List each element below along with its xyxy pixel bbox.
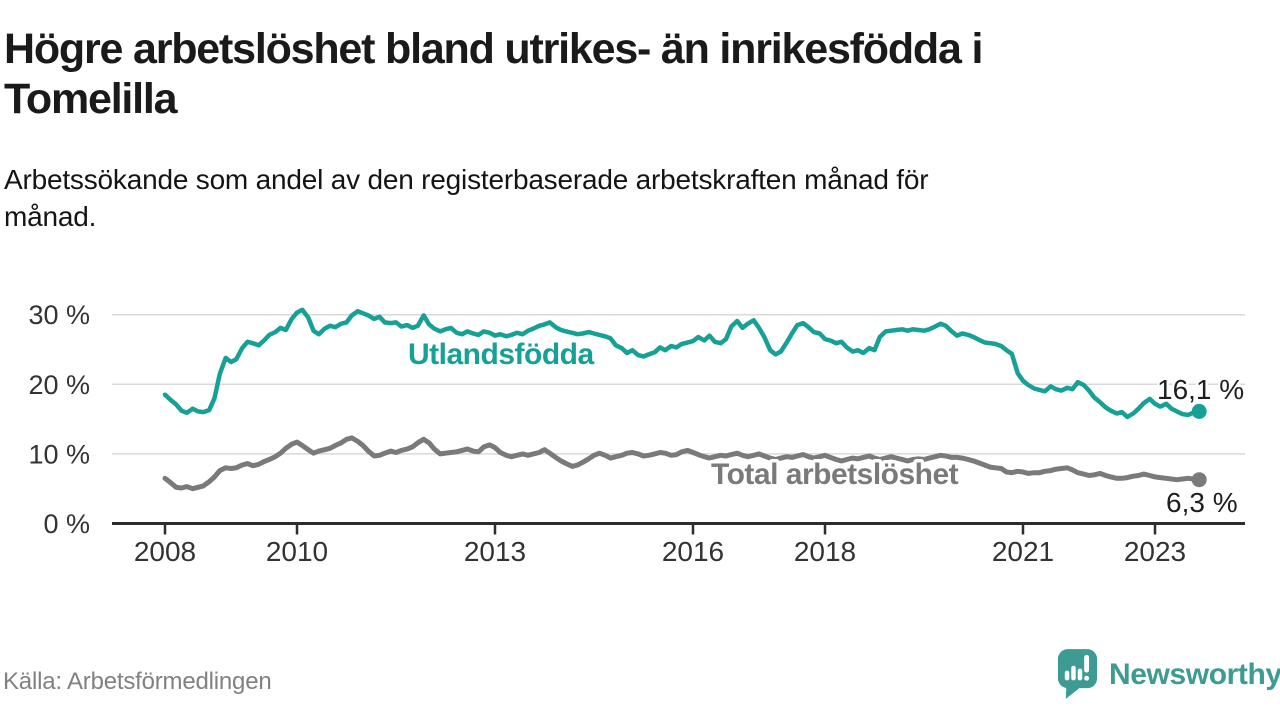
end-value-label-total: 6,3 % — [1166, 487, 1238, 518]
page-title: Högre arbetslöshet bland utrikes- än inr… — [4, 24, 983, 124]
x-tick-label: 2010 — [266, 536, 328, 567]
series-line-utlandsfodda — [162, 307, 1202, 420]
x-tick-label: 2008 — [134, 536, 196, 567]
series-label-total: Total arbetslöshet — [711, 458, 959, 491]
x-tick-label: 2021 — [992, 536, 1054, 567]
newsworthy-bubble-chart-icon — [1057, 649, 1098, 699]
source-note: Källa: Arbetsförmedlingen — [3, 668, 272, 695]
end-value-label-utlandsfodda: 16,1 % — [1157, 374, 1244, 405]
page-title-line-1: Högre arbetslöshet bland utrikes- än inr… — [4, 25, 983, 73]
x-tick-label: 2013 — [464, 536, 526, 567]
page-subtitle-line-2: månad. — [4, 201, 97, 232]
y-tick-label: 0 % — [43, 509, 90, 539]
page-subtitle-line-1: Arbetssökande som andel av den registerb… — [4, 164, 929, 195]
end-dot-utlandsfodda — [1191, 403, 1207, 419]
page-subtitle: Arbetssökande som andel av den registerb… — [4, 161, 929, 235]
newsworthy-wordmark: Newsworthy — [1109, 657, 1280, 691]
series-line-total — [162, 435, 1202, 492]
page-title-line-2: Tomelilla — [4, 75, 178, 123]
x-tick-label: 2018 — [794, 536, 856, 567]
y-tick-label: 30 % — [28, 300, 90, 330]
x-tick-label: 2016 — [662, 536, 724, 567]
end-dot-total — [1191, 472, 1207, 488]
y-tick-label: 20 % — [28, 370, 90, 400]
series-label-utlandsfodda: Utlandsfödda — [408, 338, 594, 371]
newsworthy-logo: Newsworthy — [1056, 648, 1280, 701]
y-tick-label: 10 % — [28, 439, 90, 469]
x-tick-label: 2023 — [1124, 536, 1186, 567]
